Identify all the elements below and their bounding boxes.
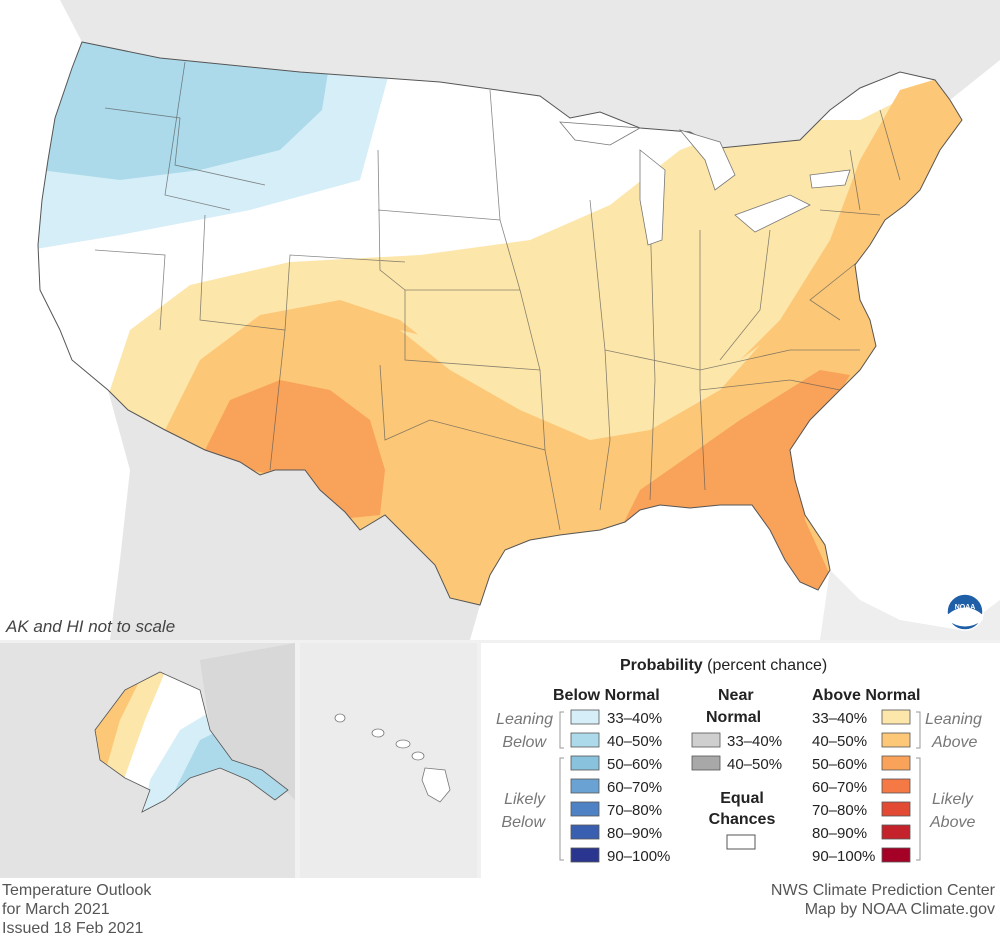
above-swatch-0: [881, 709, 911, 725]
footer-period: for March 2021: [2, 901, 110, 918]
below-label-3: 60–70%: [607, 779, 662, 796]
footer-credit-map: Map by NOAA Climate.gov: [805, 901, 995, 918]
below-swatch-4: [570, 801, 600, 817]
likely-below-label-1: Likely: [504, 791, 546, 808]
near-normal-swatches: 33–40% 40–50%: [691, 732, 782, 773]
above-swatch-2: [881, 755, 911, 771]
below-swatch-6: [570, 847, 600, 863]
above-label-4: 70–80%: [812, 802, 867, 819]
great-lakes: [559, 121, 851, 246]
alaska-inset: [0, 643, 295, 878]
likely-above-label-1: Likely: [932, 791, 974, 808]
legend: Probability (percent chance) Below Norma…: [481, 643, 1000, 878]
near-swatch-1: [691, 755, 721, 771]
above-normal-header: Above Normal: [812, 687, 920, 704]
equal-chances-1: Equal: [720, 790, 764, 807]
below-normal-header: Below Normal: [553, 687, 660, 704]
noaa-logo: NOAA: [946, 593, 984, 631]
below-label-4: 70–80%: [607, 802, 662, 819]
hawaii-inset: [300, 643, 477, 878]
near-swatch-0: [691, 732, 721, 748]
footer-title: Temperature Outlook: [2, 882, 152, 899]
leaning-above-label-1: Leaning: [925, 711, 982, 728]
near-normal-header-2: Normal: [706, 709, 761, 726]
below-label-1: 40–50%: [607, 733, 662, 750]
below-label-6: 90–100%: [607, 848, 670, 865]
above-swatch-6: [881, 847, 911, 863]
above-normal-swatches: 33–40% 40–50% 50–60% 60–70% 70–80% 80–90% 90–1…: [812, 709, 911, 865]
below-swatch-3: [570, 778, 600, 794]
near-label-1: 40–50%: [727, 756, 782, 773]
above-swatch-5: [881, 824, 911, 840]
below-normal-swatches: 33–40% 40–50% 50–60% 60–70% 70–80% 80–90% 90–1…: [570, 709, 670, 865]
below-swatch-2: [570, 755, 600, 771]
above-swatch-4: [881, 801, 911, 817]
above-swatch-1: [881, 732, 911, 748]
above-label-6: 90–100%: [812, 848, 875, 865]
equal-chances-2: Chances: [709, 811, 776, 828]
legend-title: Probability (percent chance): [620, 657, 827, 674]
below-label-0: 33–40%: [607, 710, 662, 727]
below-swatch-1: [570, 732, 600, 748]
near-normal-header-1: Near: [718, 687, 754, 704]
above-swatch-3: [881, 778, 911, 794]
above-label-3: 60–70%: [812, 779, 867, 796]
above-label-1: 40–50%: [812, 733, 867, 750]
below-label-5: 80–90%: [607, 825, 662, 842]
below-swatch-0: [570, 709, 600, 725]
noaa-logo-text: NOAA: [955, 604, 976, 611]
likely-below-label-2: Below: [501, 814, 546, 831]
leaning-below-label-1: Leaning: [496, 711, 553, 728]
above-label-0: 33–40%: [812, 710, 867, 727]
below-label-2: 50–60%: [607, 756, 662, 773]
near-label-0: 33–40%: [727, 733, 782, 750]
footer-issued: Issued 18 Feb 2021: [2, 920, 144, 937]
above-label-2: 50–60%: [812, 756, 867, 773]
scale-note: AK and HI not to scale: [5, 617, 175, 636]
above-label-5: 80–90%: [812, 825, 867, 842]
equal-chances-swatch: [726, 834, 756, 850]
likely-above-label-2: Above: [929, 814, 975, 831]
footer-credit-cpc: NWS Climate Prediction Center: [771, 882, 996, 899]
below-swatch-5: [570, 824, 600, 840]
leaning-above-label-2: Above: [931, 734, 977, 751]
leaning-below-label-2: Below: [502, 734, 547, 751]
